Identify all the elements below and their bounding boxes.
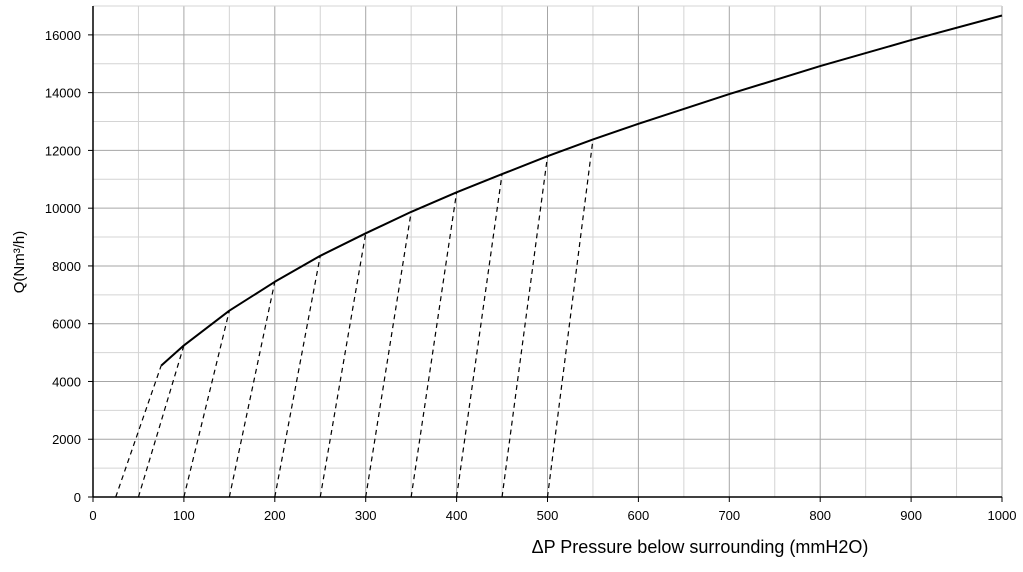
x-tick-label: 500 [537, 508, 559, 523]
x-tick-labels: 0 100 200 300 400 500 600 700 800 900 1000 [89, 508, 1016, 523]
y-tick-label: 8000 [52, 259, 81, 274]
x-tick-label: 1000 [988, 508, 1017, 523]
dashed-line [546, 139, 594, 498]
flow-curve [160, 14, 1003, 367]
dashed-line [365, 211, 412, 498]
y-tick-label: 12000 [45, 143, 81, 158]
dashed-line [228, 281, 276, 498]
x-tick-label: 700 [718, 508, 740, 523]
y-tick-label: 14000 [45, 86, 81, 101]
dashed-line [456, 174, 503, 498]
x-tick-label: 200 [264, 508, 286, 523]
y-tick-label: 6000 [52, 317, 81, 332]
dashed-lines [115, 139, 594, 498]
x-tick-label: 900 [900, 508, 922, 523]
x-axis-label: ΔP Pressure below surrounding (mmH2O) [532, 537, 869, 557]
y-tick-label: 10000 [45, 201, 81, 216]
x-tick-label: 800 [809, 508, 831, 523]
y-tick-label: 0 [74, 490, 81, 505]
x-tick-label: 300 [355, 508, 377, 523]
dashed-line [319, 233, 367, 498]
y-tick-label: 2000 [52, 432, 81, 447]
y-tick-labels: 0 2000 4000 6000 8000 10000 12000 14000 16000 [45, 28, 81, 505]
dashed-line [410, 192, 458, 498]
x-tick-label: 100 [173, 508, 195, 523]
y-tick-label: 16000 [45, 28, 81, 43]
x-tick-label: 400 [446, 508, 468, 523]
x-tick-label: 0 [89, 508, 96, 523]
dashed-line [274, 255, 321, 498]
dashed-line [183, 310, 230, 498]
x-tick-label: 600 [628, 508, 650, 523]
y-axis-label: Q(Nm³/h) [11, 231, 28, 294]
axes [88, 6, 1003, 502]
y-tick-label: 4000 [52, 374, 81, 389]
dashed-line [501, 156, 549, 498]
flow-curve-line [160, 14, 1003, 367]
dashed-line [137, 345, 185, 498]
